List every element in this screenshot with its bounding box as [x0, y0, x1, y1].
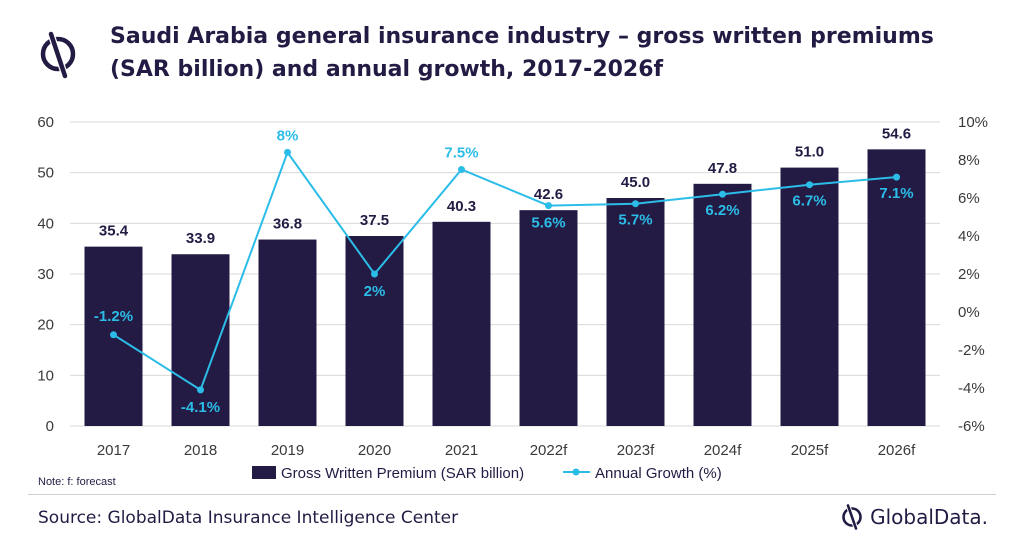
legend-bar-swatch: [252, 466, 276, 479]
growth-point: [197, 386, 204, 394]
bar: [432, 221, 491, 426]
y-right-tick-label: -6%: [958, 418, 985, 435]
growth-value-label: -4.1%: [181, 399, 220, 416]
x-tick-label: 2026f: [878, 442, 916, 459]
source-text: Source: GlobalData Insurance Intelligenc…: [38, 508, 459, 528]
growth-value-label: 7.1%: [879, 185, 913, 202]
y-right-tick-label: 8%: [958, 152, 980, 169]
legend[interactable]: Gross Written Premium (SAR billion) Annua…: [252, 465, 722, 482]
chart-title: Saudi Arabia general insurance industry …: [110, 24, 934, 82]
growth-point: [458, 166, 465, 173]
bar: [606, 198, 665, 426]
growth-value-label: 2%: [364, 283, 386, 300]
divider: [28, 494, 996, 495]
bar-value-label: 35.4: [99, 223, 129, 240]
bar: [693, 183, 752, 426]
growth-value-label: 6.7%: [792, 193, 826, 210]
growth-point: [371, 270, 378, 278]
y-left-tick-label: 20: [37, 317, 54, 334]
bar-value-label: 54.6: [882, 125, 911, 142]
growth-point: [893, 173, 900, 181]
globaldata-logo-icon: [842, 504, 862, 530]
axes: 0 10 20 30 40 50 60 -6% -4% -2% 0% 2% 4% 6% 8% 10% 2017 2…: [37, 114, 988, 459]
x-tick-label: 2018: [184, 442, 217, 459]
bar-value-label: 47.8: [708, 160, 737, 177]
growth-value-label: 5.6%: [531, 215, 565, 232]
y-left-tick-label: 40: [37, 215, 54, 232]
y-left-tick-label: 30: [37, 266, 54, 283]
growth-value-label: 8%: [277, 127, 299, 144]
growth-value-label: 6.2%: [705, 202, 739, 219]
legend-bar-label: Gross Written Premium (SAR billion): [281, 465, 524, 482]
growth-line: [110, 148, 900, 394]
growth-value-label: 7.5%: [444, 145, 478, 162]
growth-point: [545, 202, 552, 210]
bar-value-label: 51.0: [795, 144, 824, 161]
bar: [780, 167, 839, 426]
x-tick-label: 2025f: [791, 442, 829, 459]
y-left-tick-label: 60: [37, 114, 54, 131]
y-right-tick-label: 2%: [958, 266, 980, 283]
bar-value-label: 45.0: [621, 174, 650, 191]
bar: [171, 254, 230, 426]
bar-value-label: 36.8: [273, 216, 302, 233]
footnote: Note: f: forecast: [38, 476, 116, 488]
bar: [867, 149, 926, 427]
x-tick-label: 2022f: [530, 442, 568, 459]
growth-point: [632, 200, 639, 208]
y-left-tick-label: 0: [46, 418, 54, 435]
data-labels: 35.4 33.9 36.8 37.5 40.3 42.6 45.0 47.8 51.0 54.6…: [94, 125, 914, 416]
y-right-tick-label: 10%: [958, 114, 988, 131]
y-left-tick-label: 10: [37, 367, 54, 384]
globaldata-logo: GlobalData.: [840, 503, 988, 531]
x-tick-label: 2021: [445, 442, 478, 459]
y-right-tick-label: 0%: [958, 304, 980, 321]
y-right-tick-label: -2%: [958, 342, 985, 359]
bar: [345, 236, 404, 426]
y-right-tick-label: -4%: [958, 380, 985, 397]
growth-value-label: 5.7%: [618, 212, 652, 229]
growth-point: [806, 181, 813, 189]
x-tick-label: 2019: [271, 442, 304, 459]
bar: [258, 239, 317, 426]
brand-name: GlobalData.: [870, 505, 988, 529]
bar: [519, 210, 578, 426]
y-right-tick-label: 4%: [958, 228, 980, 245]
y-left-tick-label: 50: [37, 165, 54, 182]
x-tick-label: 2023f: [617, 442, 655, 459]
bar-value-label: 42.6: [534, 186, 563, 203]
growth-line-path: [112, 150, 897, 392]
legend-line-marker: [572, 468, 580, 476]
growth-point: [110, 331, 117, 339]
growth-point: [719, 190, 726, 198]
bar-value-label: 33.9: [186, 230, 215, 247]
x-tick-label: 2024f: [704, 442, 742, 459]
bars: [84, 149, 926, 427]
legend-line-label: Annual Growth (%): [595, 465, 722, 482]
bar-value-label: 40.3: [447, 198, 476, 215]
x-tick-label: 2017: [97, 442, 130, 459]
x-tick-label: 2020: [358, 442, 391, 459]
bar-value-label: 37.5: [360, 212, 389, 229]
y-right-tick-label: 6%: [958, 190, 980, 207]
brand-mark-icon: [38, 30, 78, 82]
growth-point: [284, 148, 291, 156]
growth-value-label: -1.2%: [94, 308, 133, 325]
